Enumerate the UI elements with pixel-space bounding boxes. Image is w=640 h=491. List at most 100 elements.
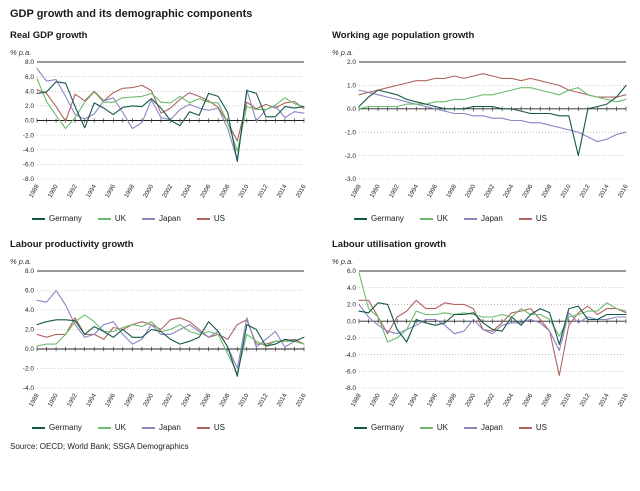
- legend-label: US: [213, 423, 225, 432]
- y-tick-label: -2.0: [23, 132, 35, 139]
- y-axis-unit: % p.a.: [332, 257, 354, 266]
- chart-title: Real GDP growth: [10, 30, 88, 41]
- x-tick-label: 2002: [161, 183, 174, 199]
- x-tick-label: 1988: [28, 183, 41, 199]
- y-tick-label: -6.0: [345, 368, 357, 375]
- series-line-germany: [358, 84, 627, 157]
- chart-title: Working age population growth: [332, 30, 475, 41]
- series-line-us: [36, 317, 305, 345]
- legend-item-germany: Germany: [354, 423, 404, 432]
- x-tick-label: 2004: [180, 392, 193, 408]
- legend-swatch: [464, 217, 478, 220]
- legend-swatch: [419, 217, 433, 220]
- y-tick-label: 4.0: [25, 307, 34, 314]
- legend-item-uk: UK: [419, 423, 448, 432]
- legend-label: Japan: [159, 214, 181, 223]
- legend-item-japan: Japan: [464, 423, 503, 432]
- x-tick-label: 1988: [350, 183, 363, 199]
- x-tick-label: 2010: [237, 392, 250, 408]
- grid: 2.0 1.0 0.0 -1.0 -2.0 -3.0: [345, 59, 626, 183]
- y-tick-label: -8.0: [23, 176, 35, 183]
- chart-legend: Germany UK Japan US: [10, 214, 310, 223]
- x-tick-label: 2000: [142, 183, 155, 199]
- legend-item-japan: Japan: [142, 214, 181, 223]
- x-axis-labels: 1988 1990 1992 1994 1996 1998 2000 2002 2004 2006…: [350, 183, 630, 199]
- y-tick-label: 8.0: [25, 268, 34, 275]
- legend-item-uk: UK: [97, 214, 126, 223]
- legend-label: Germany: [371, 423, 404, 432]
- legend-swatch: [142, 426, 156, 429]
- y-axis-unit: % p.a.: [10, 48, 32, 57]
- chart-legend: Germany UK Japan US: [10, 423, 310, 432]
- y-tick-label: -4.0: [23, 385, 35, 392]
- x-tick-label: 2010: [559, 392, 572, 408]
- legend-swatch: [32, 217, 45, 220]
- x-tick-label: 2010: [559, 183, 572, 199]
- y-tick-label: 2.0: [347, 59, 356, 66]
- series-line-germany: [36, 81, 305, 163]
- x-tick-label: 1996: [426, 183, 439, 199]
- x-tick-label: 1990: [369, 392, 382, 408]
- legend-swatch: [464, 426, 478, 429]
- x-tick-label: 1996: [104, 392, 117, 408]
- chart-panel-working-age-population-growth: Working age population growth % p.a. 2.0…: [332, 30, 632, 223]
- legend-label: US: [535, 214, 547, 223]
- chart-panel-real-gdp-growth: Real GDP growth % p.a. 8.0 6.0 4.0 2.0 0.0 -2…: [10, 30, 310, 223]
- x-tick-label: 2014: [276, 392, 289, 408]
- legend-swatch: [32, 426, 45, 429]
- legend-swatch: [419, 426, 433, 429]
- x-tick-label: 2016: [617, 183, 630, 199]
- y-tick-label: 4.0: [347, 285, 356, 292]
- legend-item-us: US: [518, 423, 547, 432]
- x-tick-label: 1994: [407, 392, 420, 408]
- legend-label: Germany: [49, 214, 82, 223]
- x-axis-labels: 1988 1990 1992 1994 1996 1998 2000 2002 2004 2006…: [28, 392, 308, 408]
- x-tick-label: 2004: [502, 392, 515, 408]
- x-tick-label: 1992: [388, 183, 401, 199]
- legend-item-uk: UK: [97, 423, 126, 432]
- x-tick-label: 2004: [502, 183, 515, 199]
- y-tick-label: 2.0: [25, 103, 34, 110]
- x-tick-label: 2002: [483, 392, 496, 408]
- x-tick-label: 2016: [617, 392, 630, 408]
- legend-item-us: US: [196, 423, 225, 432]
- x-tick-label: 1994: [85, 183, 98, 199]
- x-tick-label: 2000: [464, 392, 477, 408]
- legend-swatch: [97, 426, 111, 429]
- y-tick-label: 2.0: [347, 302, 356, 309]
- series-line-uk: [36, 314, 305, 374]
- x-tick-label: 1992: [66, 392, 79, 408]
- y-tick-label: 0.0: [347, 106, 356, 113]
- legend-item-germany: Germany: [32, 423, 82, 432]
- legend-item-us: US: [196, 214, 225, 223]
- series-line-uk: [358, 272, 627, 343]
- x-tick-label: 2006: [521, 183, 534, 199]
- chart-legend: Germany UK Japan US: [332, 214, 632, 223]
- x-tick-label: 2010: [237, 183, 250, 199]
- x-tick-label: 2016: [295, 183, 308, 199]
- grid: 8.0 6.0 4.0 2.0 0.0 -2.0 -4.0 -6.0 -8.0: [23, 59, 304, 183]
- y-tick-label: 1.0: [347, 83, 356, 90]
- y-tick-label: -8.0: [345, 385, 357, 392]
- y-tick-label: 6.0: [25, 74, 34, 81]
- chart-legend: Germany UK Japan US: [332, 423, 632, 432]
- y-tick-label: 0.0: [25, 118, 34, 125]
- x-tick-label: 2000: [464, 183, 477, 199]
- x-tick-label: 1990: [47, 183, 60, 199]
- x-tick-label: 2000: [142, 392, 155, 408]
- series-line-uk: [36, 78, 305, 152]
- y-tick-label: 4.0: [25, 88, 34, 95]
- x-tick-label: 2012: [579, 183, 592, 199]
- y-tick-label: 6.0: [347, 268, 356, 275]
- legend-label: US: [213, 214, 225, 223]
- legend-label: Japan: [159, 423, 181, 432]
- y-tick-label: 0.0: [25, 346, 34, 353]
- x-tick-label: 1988: [350, 392, 363, 408]
- charts-grid: Real GDP growth % p.a. 8.0 6.0 4.0 2.0 0.0 -2…: [10, 30, 630, 432]
- legend-swatch: [518, 217, 532, 220]
- legend-item-germany: Germany: [32, 214, 82, 223]
